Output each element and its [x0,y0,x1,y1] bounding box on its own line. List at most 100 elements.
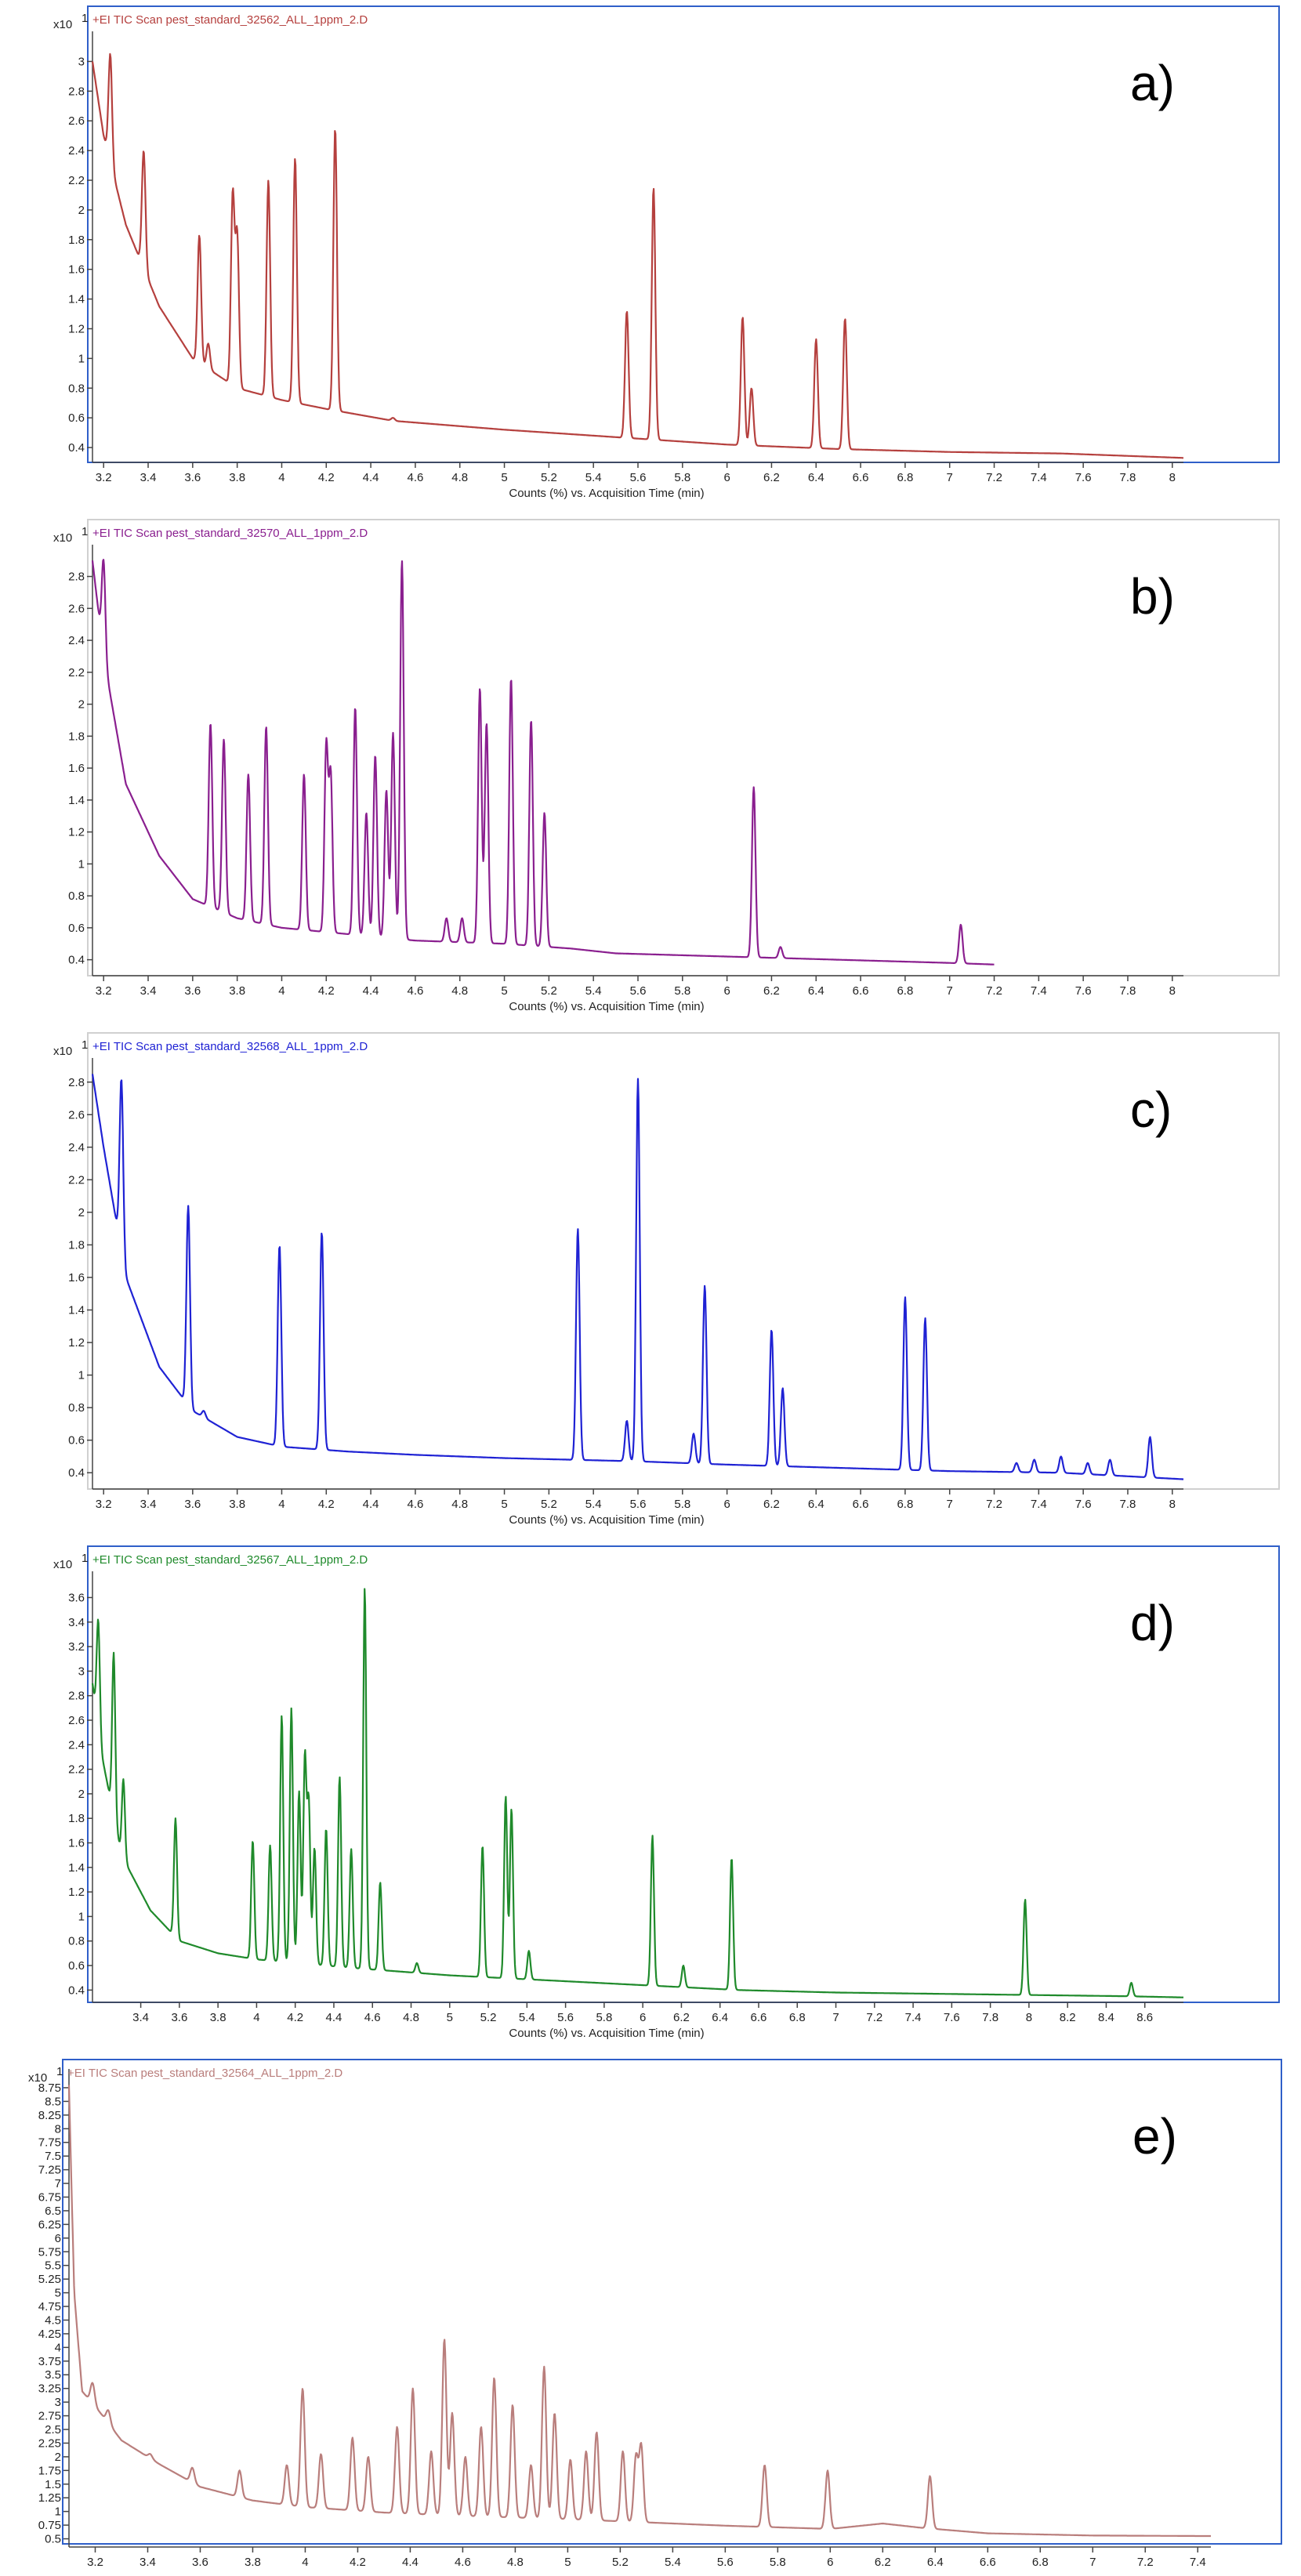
y-tick-label: 2.5 [45,2423,61,2437]
x-tick-label: 4 [253,2011,259,2024]
peak-apex [1015,1462,1017,1464]
x-tick-label: 6.8 [897,984,913,998]
x-tick-label: 3.8 [229,1498,245,1511]
peak-apex [815,338,817,340]
x-tick-label: 4.6 [407,1498,423,1511]
x-tick-label: 5.8 [674,471,690,484]
y-exponent: 1 [82,1038,88,1052]
peak-apex [302,2387,304,2389]
peak-apex [1130,1982,1132,1984]
x-tick-label: 5.2 [480,2011,497,2024]
peak-apex [596,2431,598,2433]
x-tick-label: 6.2 [673,2011,690,2024]
peak-apex [113,1651,115,1654]
y-tick-label: 0.6 [68,1434,85,1447]
x-tick-label: 4.6 [364,2011,381,2024]
peak-apex [493,2376,495,2379]
panel-label: a) [1130,55,1175,111]
x-tick-label: 3.8 [245,2556,261,2569]
peak-apex [682,1965,684,1967]
y-tick-label: 1.2 [68,322,85,335]
x-tick-label: 4.8 [507,2556,524,2569]
peak-apex [396,2426,398,2428]
y-tick-label: 5.25 [38,2273,61,2286]
peak-apex [207,342,209,345]
y-tick-label: 0.6 [68,1959,85,1973]
y-tick-label: 4.5 [45,2313,61,2327]
peak-apex [307,1802,310,1805]
x-axis-label: Counts (%) vs. Acquisition Time (min) [509,2027,704,2040]
y-tick-label: 3 [55,2396,61,2409]
panel-label: e) [1132,2108,1177,2165]
x-tick-label: 4 [278,984,284,998]
x-tick-label: 6 [723,471,730,484]
peak-apex [1033,1458,1035,1461]
x-tick-label: 3.4 [132,2011,149,2024]
peak-apex [752,786,755,788]
x-tick-label: 6.6 [980,2556,996,2569]
peak-apex [622,2450,624,2452]
peak-apex [445,917,448,919]
peak-apex [741,316,744,318]
x-tick-label: 5.4 [665,2556,681,2569]
x-tick-label: 5.6 [717,2556,734,2569]
chart-svg: 0.4 0.6 0.8 1 1.2 1.4 1.6 1.8 2 2.2 2.4 2.6 2.8 3.2 3.… [53,1032,1280,1527]
x-tick-label: 3.2 [87,2556,103,2569]
x-tick-label: 5 [564,2556,571,2569]
y-tick-label: 4 [55,2341,61,2354]
x-tick-label: 5.2 [541,471,557,484]
peak-apex [203,1410,205,1412]
y-tick-label: 5.5 [45,2259,61,2273]
y-tick-label: 1 [78,352,85,365]
peak-apex [844,317,846,320]
peak-apex [652,187,654,189]
peak-apex [325,745,328,747]
x-tick-label: 6.2 [763,1498,780,1511]
x-tick-label: 3.2 [96,1498,112,1511]
x-tick-label: 6.4 [927,2556,944,2569]
peak-apex [730,1857,733,1859]
x-tick-label: 3.6 [184,471,201,484]
peak-apex [236,236,238,238]
peak-apex [464,2455,466,2458]
peak-apex [187,1205,190,1207]
x-tick-label: 4.2 [318,471,335,484]
y-tick-label: 4.25 [38,2328,61,2341]
peak-apex [481,1844,484,1846]
peak-apex [1149,1436,1151,1438]
tic-trace [91,53,1184,459]
x-tick-label: 3.6 [184,984,201,998]
peak-apex [400,560,403,562]
peak-apex [304,1756,306,1759]
peak-apex [334,127,336,129]
chart-frame [87,1545,1280,2003]
peak-apex [247,774,249,776]
x-tick-label: 6.6 [751,2011,767,2024]
y-tick-label: 2 [78,204,85,217]
y-tick-label: 1.4 [68,794,85,807]
y-multiplier: x10 [53,1045,72,1058]
y-tick-label: 3 [78,55,85,68]
peak-apex [625,310,628,312]
y-tick-label: 2.8 [68,571,85,584]
peak-apex [569,2458,571,2461]
peak-apex [265,726,267,728]
x-tick-label: 6.6 [853,1498,869,1511]
peak-apex [510,1807,513,1810]
x-tick-label: 4.4 [402,2556,419,2569]
peak-apex [415,1962,418,1964]
x-tick-label: 4.2 [318,1498,335,1511]
peak-apex [303,774,305,776]
y-tick-label: 8 [55,2122,61,2136]
y-tick-label: 2.8 [68,85,85,98]
peak-apex [637,1078,640,1080]
x-tick-label: 4.6 [407,471,423,484]
peak-apex [325,1827,328,1829]
y-tick-label: 0.6 [68,922,85,935]
y-tick-label: 2 [78,698,85,712]
peak-apex [543,2365,545,2368]
peak-apex [269,1844,271,1846]
x-tick-label: 5.6 [630,471,647,484]
peak-apex [320,2453,322,2455]
y-tick-label: 2 [78,1206,85,1219]
